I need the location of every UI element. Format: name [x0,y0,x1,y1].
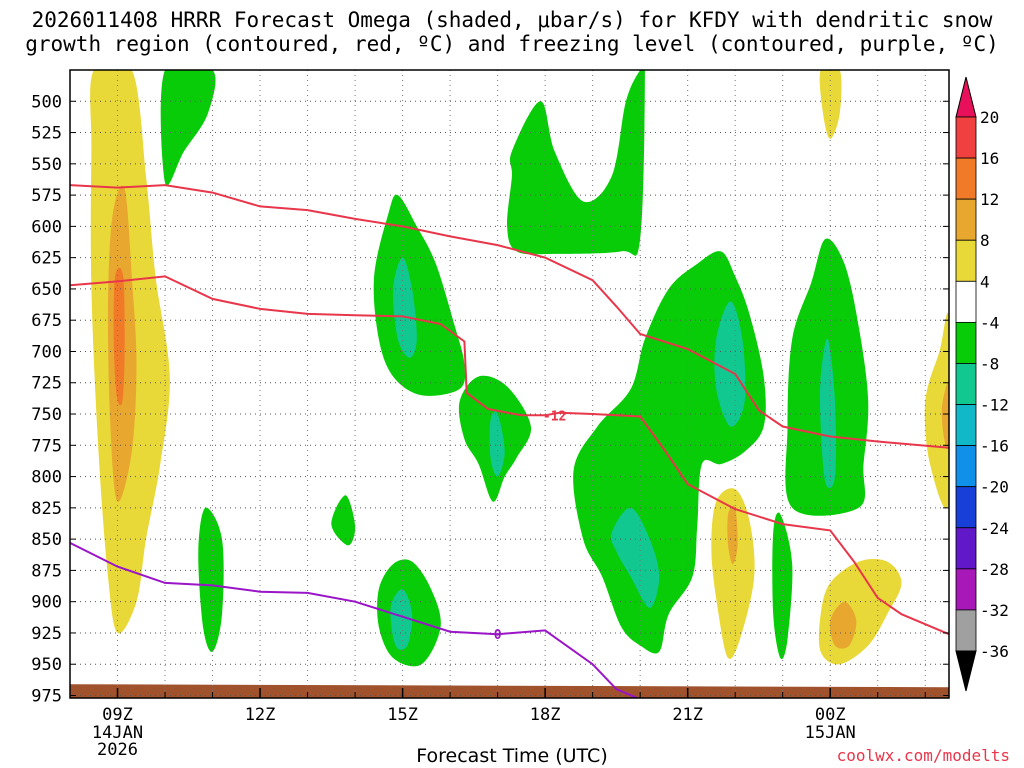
x-tick-label: 15Z [387,705,418,725]
colorbar-label: 12 [980,190,999,209]
y-tick-label: 700 [31,342,62,362]
colorbar-band-2 [955,198,977,241]
colorbar-band-10 [955,527,977,570]
colorbar-label: -12 [980,396,1009,415]
y-tick-label: 550 [31,155,62,175]
colorbar-label: -28 [980,560,1009,579]
colorbar-label: -16 [980,437,1009,456]
colorbar-label: -8 [980,354,999,373]
omega-region-2 [113,267,125,406]
x-tick-sublabel: 2026 [97,740,138,760]
chart-title-line-1: 2026011408 HRRR Forecast Omega (shaded, … [31,8,993,32]
colorbar-label: 4 [980,272,990,291]
y-tick-label: 850 [31,530,62,550]
y-tick-label: 625 [31,249,62,269]
contour-freezing-level [70,542,640,698]
ground-surface [70,684,949,698]
omega-region-13 [819,338,837,489]
red-contour-label: -12 [543,409,566,424]
omega-region-25 [941,381,949,450]
colorbar-label: -36 [980,642,1009,661]
colorbar-band-8 [955,445,977,488]
colorbar-band-4 [955,280,977,323]
x-tick-label: 00Z [815,705,846,725]
colorbar-top-arrow [955,76,977,118]
colorbar-band-7 [955,404,977,447]
colorbar-label: 20 [980,108,999,127]
colorbar-label: -20 [980,478,1009,497]
y-tick-label: 825 [31,499,62,519]
omega-region-17 [390,589,413,650]
colorbar-band-11 [955,568,977,611]
colorbar-band-3 [955,239,977,282]
colorbar-label: -32 [980,601,1009,620]
omega-region-10 [610,507,660,608]
x-tick-sublabel: 15JAN [805,723,856,743]
colorbar-band-5 [955,321,977,364]
x-tick-label: 18Z [530,705,561,725]
omega-region-23 [829,601,857,649]
y-tick-label: 575 [31,186,62,206]
x-tick-label: 09Z [102,705,133,725]
contour-lines: -12 0 [70,184,949,698]
x-axis-label: Forecast Time (UTC) [416,745,608,767]
omega-region-7 [489,411,505,477]
colorbar-band-6 [955,363,977,405]
omega-region-22 [818,558,902,665]
colorbar-band-0 [955,116,977,159]
source-credit: coolwx.com/modelts [836,746,1010,765]
freezing-level-label: 0 [494,628,502,643]
omega-region-3 [160,70,216,186]
y-tick-label: 975 [31,686,62,706]
omega-region-8 [507,70,645,256]
colorbar-band-12 [955,609,977,652]
plot-frame [69,69,950,699]
y-tick-label: 525 [31,124,62,144]
omega-region-11 [714,301,746,427]
y-tick-label: 500 [31,92,62,112]
colorbar: 20 16 12 8 4 -4 -8 -12 -16 -20 -24 -28 -32 -36 [955,76,1009,692]
colorbar-band-9 [955,486,977,529]
chart-title-line-2: growth region (contoured, red, ºC) and f… [25,32,999,56]
colorbar-label: -24 [980,519,1009,538]
y-tick-label: 900 [31,593,62,613]
x-tick-label: 12Z [245,705,276,725]
y-tick-label: 775 [31,436,62,456]
y-tick-label: 950 [31,655,62,675]
x-tick-sublabel: 14JAN [92,723,143,743]
y-tick-label: 875 [31,561,62,581]
omega-shading [70,70,949,698]
y-tick-label: 800 [31,468,62,488]
y-tick-label: 925 [31,624,62,644]
y-tick-label: 750 [31,405,62,425]
colorbar-label: -4 [980,313,999,332]
y-tick-label: 675 [31,311,62,331]
colorbar-label: 16 [980,149,999,168]
colorbar-band-1 [955,157,977,200]
axes: 500 525 550 575 600 625 650 675 700 725 750 775 800 8… [31,92,949,760]
contour-dgz-top [70,184,949,449]
y-tick-label: 650 [31,280,62,300]
y-tick-label: 600 [31,217,62,237]
omega-region-15 [198,507,224,652]
x-tick-label: 21Z [672,705,703,725]
omega-region-18 [331,495,356,546]
omega-region-20 [711,488,755,659]
colorbar-label: 8 [980,231,990,250]
omega-region-5 [392,257,417,358]
colorbar-bottom-arrow [955,650,977,692]
omega-region-19 [819,70,842,139]
y-tick-label: 725 [31,374,62,394]
omega-region-24 [924,312,949,509]
contour-dgz-bottom [70,275,949,636]
omega-region-4 [373,194,466,396]
